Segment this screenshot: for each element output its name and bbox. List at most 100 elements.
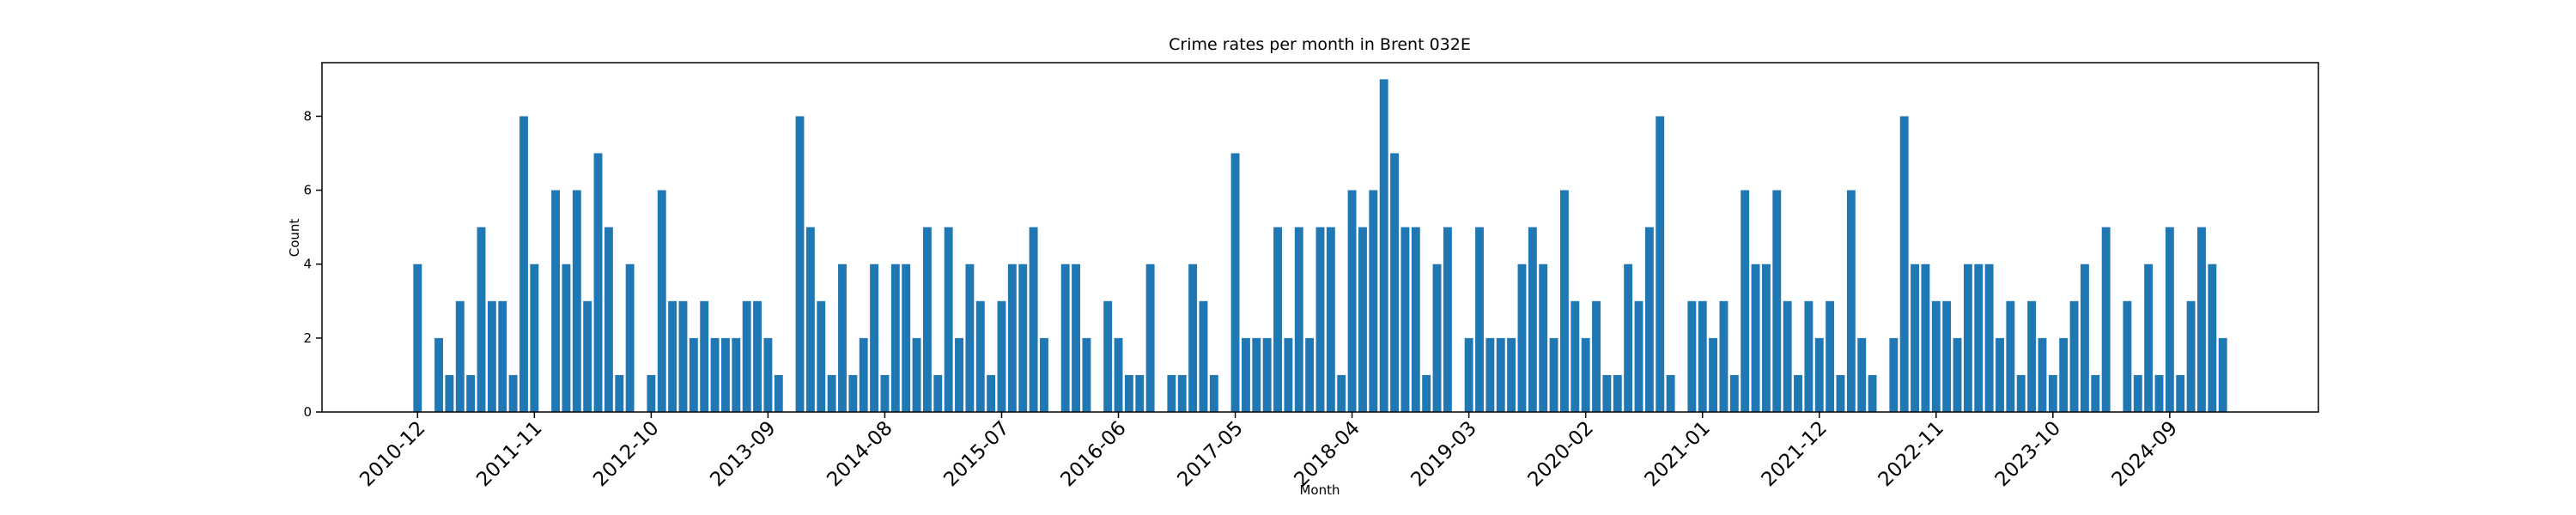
bar — [1507, 337, 1516, 412]
bar — [572, 190, 581, 413]
bar — [1963, 264, 1972, 412]
bar — [508, 374, 518, 412]
bar — [1284, 337, 1293, 412]
bar — [700, 300, 709, 412]
bar — [795, 116, 805, 412]
bar — [1432, 264, 1442, 412]
bar — [805, 227, 815, 412]
bar — [1209, 374, 1218, 412]
bar — [1921, 264, 1930, 412]
bar — [2144, 264, 2154, 412]
bar — [2123, 300, 2132, 412]
bar — [604, 227, 613, 412]
y-tick-label: 8 — [303, 108, 312, 124]
bar — [1103, 300, 1113, 412]
bar — [1942, 300, 1952, 412]
x-tick-label: 2020-02 — [1524, 417, 1598, 491]
bar — [859, 337, 868, 412]
bar — [1539, 264, 1548, 412]
bar — [997, 300, 1006, 412]
bar — [1899, 116, 1909, 412]
bar — [944, 227, 953, 412]
bar — [1390, 153, 1400, 412]
bar — [2091, 374, 2100, 412]
bar — [2016, 374, 2026, 412]
bar — [1337, 374, 1346, 412]
bar — [880, 374, 890, 412]
bar — [912, 337, 921, 412]
bar — [1114, 337, 1123, 412]
bar — [1411, 227, 1420, 412]
bar — [487, 300, 496, 412]
bar — [1347, 190, 1357, 413]
x-tick-label: 2010-12 — [355, 417, 429, 491]
bar — [1230, 153, 1240, 412]
bar — [1644, 227, 1654, 412]
bar — [2176, 374, 2185, 412]
bar — [1007, 264, 1017, 412]
bar — [2165, 227, 2174, 412]
x-tick-label: 2019-03 — [1407, 417, 1481, 491]
bar — [1814, 337, 1824, 412]
bar — [615, 374, 624, 412]
x-tick-label: 2014-08 — [823, 417, 896, 491]
bar — [1911, 264, 1919, 412]
bar — [1772, 190, 1782, 413]
x-tick-label: 2023-10 — [1991, 417, 2065, 491]
bar — [870, 264, 879, 412]
bar — [1167, 374, 1176, 412]
bar — [1549, 337, 1558, 412]
bar — [1974, 264, 1984, 412]
bar — [1443, 227, 1452, 412]
bar — [1826, 300, 1835, 412]
x-tick-label: 2024-09 — [2108, 417, 2182, 491]
bar — [1082, 337, 1091, 412]
bar — [1464, 337, 1473, 412]
bar — [2048, 374, 2057, 412]
bar — [890, 264, 900, 412]
bar — [583, 300, 592, 412]
bar — [1379, 79, 1388, 412]
bar — [1060, 264, 1070, 412]
bar — [965, 264, 975, 412]
bar — [848, 374, 858, 412]
bar — [2059, 337, 2069, 412]
bar — [902, 264, 911, 412]
x-tick-label: 2021-12 — [1758, 417, 1832, 491]
bar — [1517, 264, 1527, 412]
bar — [1135, 374, 1145, 412]
bar — [1496, 337, 1505, 412]
bar — [530, 264, 539, 412]
bar — [1124, 374, 1133, 412]
bar — [1305, 337, 1315, 412]
bar — [2154, 374, 2164, 412]
bar — [1475, 227, 1484, 412]
bar — [1241, 337, 1250, 412]
bar — [1592, 300, 1601, 412]
bar — [1783, 300, 1792, 412]
bar — [1072, 264, 1081, 412]
bar — [647, 374, 656, 412]
bar — [1273, 227, 1282, 412]
bar — [753, 300, 762, 412]
bar — [1485, 337, 1495, 412]
bar — [1857, 337, 1867, 412]
x-axis-label: Month — [1299, 482, 1340, 498]
bar — [1252, 337, 1261, 412]
bar — [1794, 374, 1802, 412]
bar — [975, 300, 985, 412]
bar — [551, 190, 561, 413]
x-tick-label: 2015-07 — [939, 417, 1013, 491]
bar — [763, 337, 773, 412]
bar — [657, 190, 666, 413]
x-tick-label: 2012-10 — [589, 417, 663, 491]
bar — [413, 264, 422, 412]
bar — [710, 337, 720, 412]
bar — [838, 264, 847, 412]
bar — [1262, 337, 1272, 412]
bar — [955, 337, 963, 412]
bar — [1581, 337, 1590, 412]
bar — [1422, 374, 1431, 412]
bar — [1571, 300, 1580, 412]
